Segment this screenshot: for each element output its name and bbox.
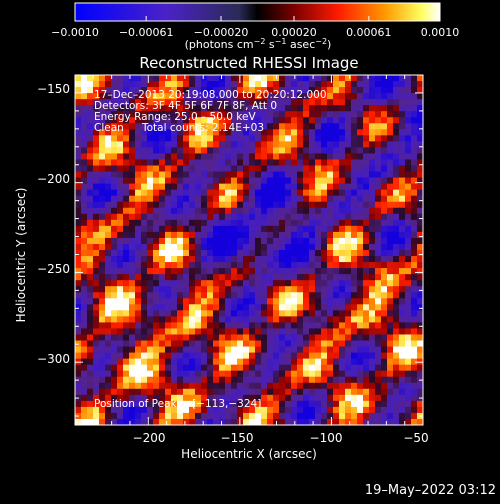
x-tick-label: −50 [403,431,428,445]
y-tick-label: −150 [37,82,70,96]
peak-position-text: Position of Peak = [−113,−324] [94,398,261,410]
colorbar-tick-label: 0.00020 [271,26,317,39]
plot-frame [74,74,424,426]
axis-ticks [74,74,424,425]
time-range-text: 17–Dec–2013 20:19:08.000 to 20:20:12.000 [94,89,327,101]
colorbar-tick-label: 0.00061 [346,26,392,39]
colorbar-tick-labels: −0.0010 −0.00061 −0.00020 0.00020 0.00061 0.0… [51,26,459,39]
x-tick-label: −100 [310,431,343,445]
colorbar-tick-label: −0.00061 [119,26,174,39]
y-axis-label: Heliocentric Y (arcsec) [14,188,28,323]
colorbar-gradient [74,2,441,22]
colorbar-tick-label: 0.0010 [421,26,460,39]
plot-title: Reconstructed RHESSI Image [139,54,358,72]
colorbar-tick-label: −0.00020 [194,26,249,39]
colorbar-units: (photons cm−2 s−1 asec−2) [185,37,332,51]
heatmap-image [75,75,423,425]
y-tick-label: −250 [37,262,70,276]
clean-method-text: Clean [94,122,124,134]
observation-info: 17–Dec–2013 20:19:08.000 to 20:20:12.000… [94,89,327,134]
energy-range-text: Energy Range: 25.0 – 50.0 keV [94,111,256,123]
x-tick-label: −150 [221,431,254,445]
colorbar-tick-label: −0.0010 [51,26,99,39]
y-tick-label: −200 [37,172,70,186]
x-tick-label: −200 [133,431,166,445]
y-tick-label: −300 [37,352,70,366]
detectors-text: Detectors: 3F 4F 5F 6F 7F 8F, Att 0 [94,100,277,112]
x-axis-label: Heliocentric X (arcsec) [181,447,317,461]
timestamp: 19–May–2022 03:12 [365,483,496,498]
total-counts-text: Total counts: 2.14E+03 [141,122,264,134]
colorbar-ticks [74,16,441,21]
colorbar: −0.0010 −0.00061 −0.00020 0.00020 0.00061 0.0… [51,2,459,51]
